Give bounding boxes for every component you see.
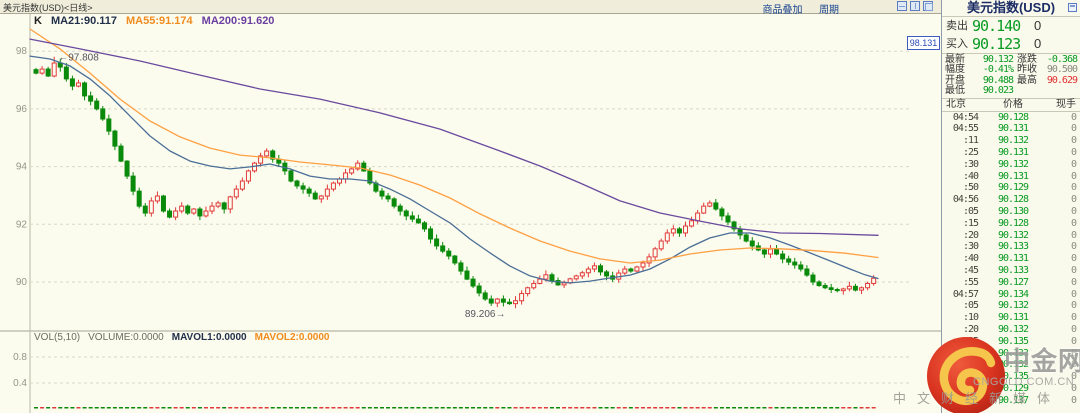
buy-qty: 0 [1034,36,1042,51]
volume-column-header: 现手 [1056,98,1076,110]
menu-item-overlay[interactable]: 商品叠加 [762,5,803,16]
tick-table-body[interactable]: 04:54 90.128 0 04:55 90.131 0:11 90.132 0:25 90.… [942,112,1080,413]
tick-row: :05 90.132 0 [962,300,1077,312]
quote-panel-title: 美元指数(USD) [942,0,1080,17]
volume-indicator-readout: VOL(5,10) VOLUME:0.0000 MAVOL1:0.0000 MAVOL… [34,332,337,343]
tick-row: 04:55 90.131 0 [952,123,1077,135]
ma21-readout: MA21:90.117 [50,15,117,27]
quote-panel: 美元指数(USD) 卖出 90.140 0 买入 90.123 0 最新 90.… [941,0,1080,413]
prev-close-value: 90.500 [1046,64,1078,76]
mavol1-readout: MAVOL1:0.0000 [171,332,247,343]
range-value: -0.41% [982,64,1014,76]
latest-label: 最新 [945,54,965,65]
tick-row: :55 90.127 0 [962,276,1077,288]
restore-window-icon[interactable] [1068,3,1077,12]
open-label: 开盘 [945,74,965,86]
price-axis-tick: 92 [16,219,28,230]
buy-quote-row: 买入 90.123 0 [942,35,1080,54]
range-label: 幅度 [945,64,965,76]
menu-item-period[interactable]: 周期 [819,5,839,16]
kline-chart-canvas[interactable]: 98 96 94 92 90 0.8 0.4 ←97.808 89.206→ [0,14,941,413]
sell-label: 卖出 [946,20,968,32]
candlestick-chart-area[interactable]: 98 96 94 92 90 0.8 0.4 ←97.808 89.206→ K MA21:90.… [0,14,941,413]
change-label: 涨跌 [1017,54,1037,65]
tick-row: :20 90.132 0 [962,229,1077,241]
price-axis-tick: 94 [16,162,28,173]
sell-quote-row: 卖出 90.140 0 [942,17,1080,35]
low-label: 最低 [945,85,965,97]
sell-qty: 0 [1034,18,1042,33]
buy-price: 90.123 [972,35,1021,53]
volume-axis-tick: 0.4 [13,378,27,389]
tick-row: :50 90.129 0 [962,182,1077,194]
split-horizontal-button[interactable] [897,1,907,11]
ma-indicator-readout: K MA21:90.117 MA55:91.174 MA200:91.620 [34,15,283,27]
split-vertical-button[interactable] [910,1,920,11]
tick-row: :05 90.130 0 [962,205,1077,217]
prev-close-label: 昨收 [1017,64,1037,76]
tick-row: :45 90.133 0 [962,264,1077,276]
tick-row: :30 90.132 0 [962,158,1077,170]
open-value: 90.488 [982,74,1014,86]
vol-param-label: VOL(5,10) [34,332,81,343]
tick-table-header: 北京 价格 现手 [942,97,1080,112]
tick-row: :11 90.132 0 [962,135,1077,147]
high-label: 最高 [1017,74,1037,86]
price-column-header: 价格 [1003,98,1023,110]
tick-row: 04:56 90.128 0 [952,194,1077,206]
buy-label: 买入 [946,38,968,50]
tick-row: :45 90.129 0 [962,382,1077,394]
low-price-label: 89.206→ [465,309,506,320]
tick-row: :40 90.131 0 [962,170,1077,182]
time-column-header: 北京 [946,98,966,110]
high-value: 90.629 [1046,74,1078,86]
volume-readout: VOLUME:0.0000 [88,332,164,343]
change-value: -0.368 [1046,54,1078,65]
tick-row: :25 90.135 0 [962,335,1077,347]
price-axis-tick: 90 [16,277,28,288]
high-price-label: ←97.808 [58,53,99,64]
price-marker-flag: 98.131 [907,36,940,50]
ma55-readout: MA55:91.174 [126,15,193,27]
tick-row: :30 90.133 0 [962,347,1077,359]
tick-row: 04:54 90.128 0 [952,111,1077,123]
tick-row: :25 90.131 0 [962,146,1077,158]
tick-row: :35 90.132 0 [962,359,1077,371]
tick-row: :55 90.137 0 [962,394,1077,406]
tick-row: :15 90.128 0 [962,217,1077,229]
chart-instrument-title: 美元指数(USD)<日线> [3,3,93,13]
ma200-readout: MA200:91.620 [201,15,275,27]
sell-price: 90.140 [972,17,1021,35]
price-axis-tick: 96 [16,104,28,115]
tick-row: :30 90.133 0 [962,241,1077,253]
tick-row: 04:57 90.134 0 [952,288,1077,300]
kline-label: K [34,15,42,27]
tick-row: :40 90.131 0 [962,253,1077,265]
top-menu-bar: 美元指数(USD)<日线> 商品叠加 周期 [0,0,941,16]
mavol2-readout: MAVOL2:0.0000 [254,332,330,343]
low-value: 90.023 [982,85,1014,97]
volume-axis-tick: 0.8 [13,352,27,363]
latest-value: 90.132 [982,54,1014,65]
tick-row: :20 90.132 0 [962,323,1077,335]
single-pane-button[interactable] [923,1,933,11]
tick-row: :40 90.135 0 [962,371,1077,383]
quote-stats-block: 最新 90.132 涨跌 -0.368 幅度 -0.41% 昨收 90.500 … [942,54,1080,97]
price-axis-tick: 98 [16,46,28,57]
tick-row: :10 90.131 0 [962,312,1077,324]
